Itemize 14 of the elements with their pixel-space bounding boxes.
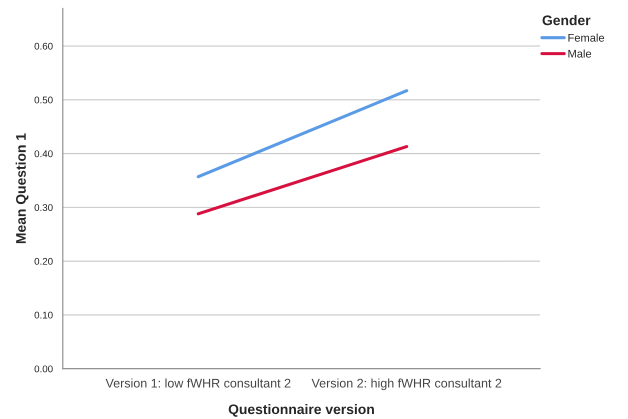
y-tick-label: 0.30 bbox=[34, 204, 53, 211]
x-tick-label: Version 1: low fWHR consultant 2 bbox=[106, 378, 290, 388]
y-tick-label: 0.50 bbox=[34, 96, 53, 104]
legend-label: Female bbox=[568, 34, 604, 42]
legend-title: Gender bbox=[542, 15, 590, 26]
y-axis-title: Mean Question 1 bbox=[16, 133, 28, 244]
y-tick-label: 0.20 bbox=[34, 258, 53, 265]
y-tick-label: 0.40 bbox=[34, 150, 53, 158]
y-tick-label: 0.10 bbox=[34, 312, 53, 319]
x-tick-label: Version 2: high fWHR consultant 2 bbox=[312, 378, 502, 390]
y-tick-label: 0.00 bbox=[34, 365, 53, 372]
y-tick-label: 0.60 bbox=[34, 42, 53, 50]
legend-label: Male bbox=[568, 49, 592, 58]
x-axis-title: Questionnaire version bbox=[228, 404, 374, 417]
